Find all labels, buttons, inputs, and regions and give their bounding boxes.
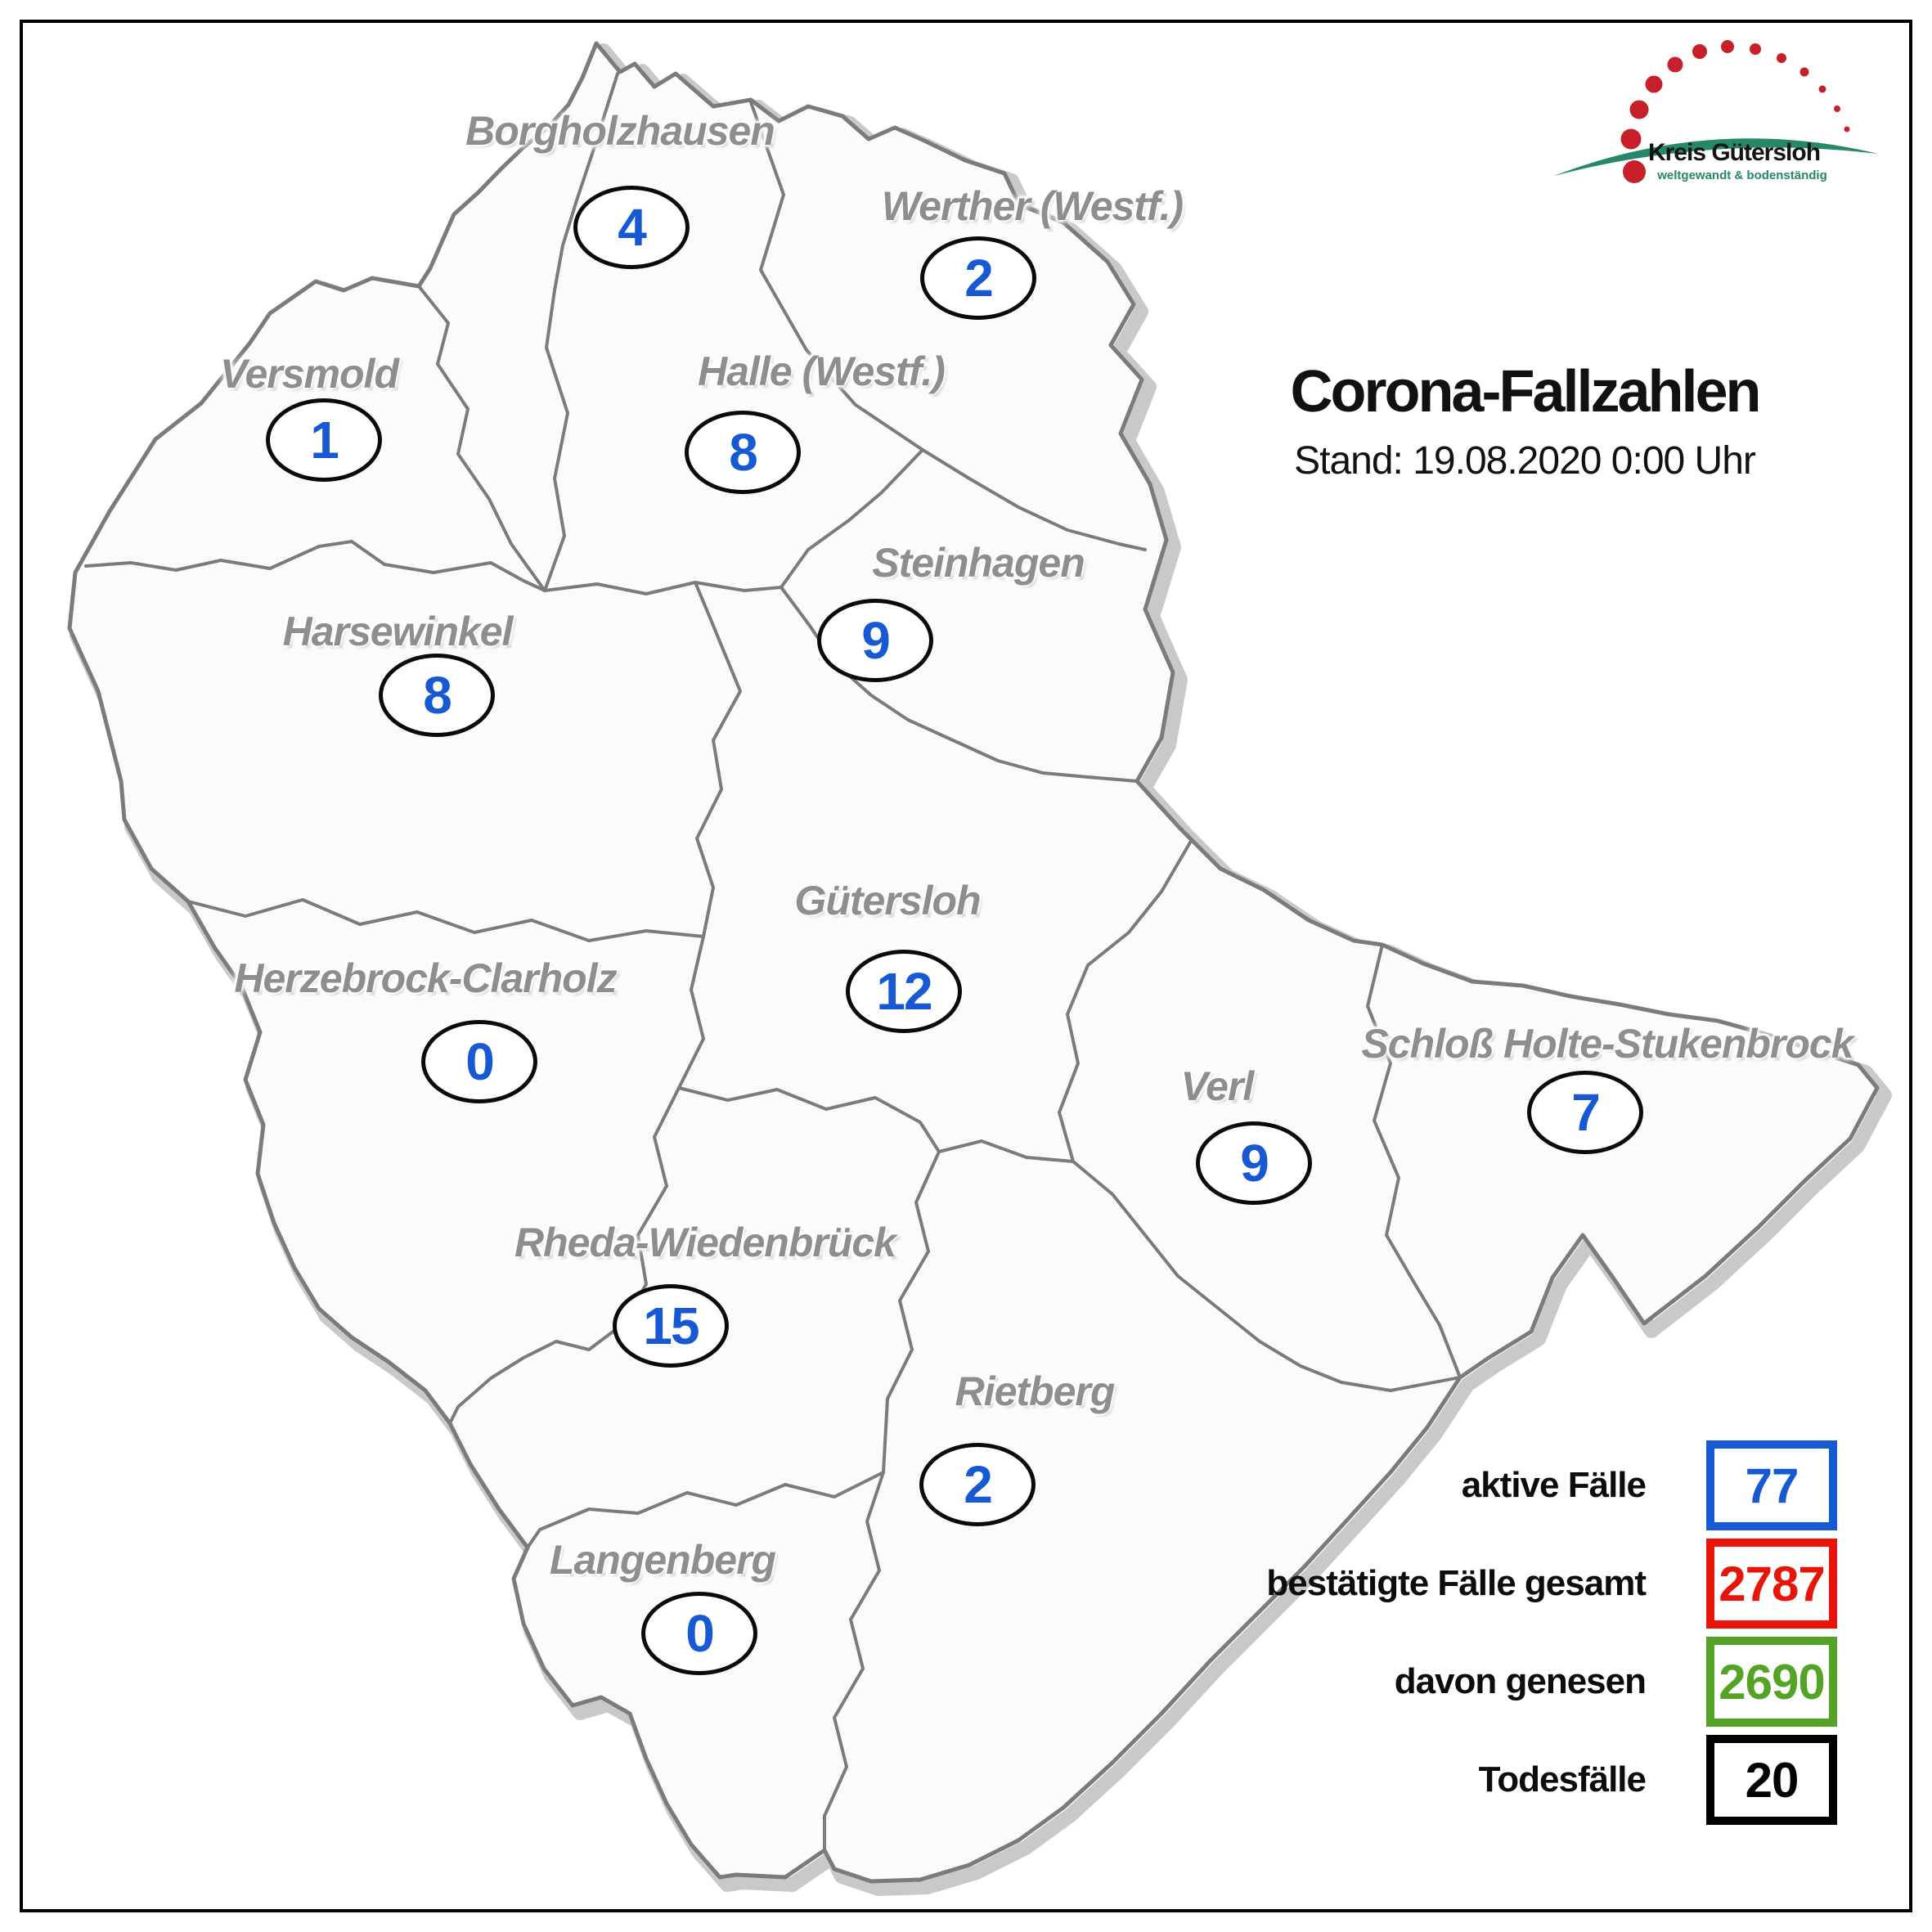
active-case-count: 8 [729, 423, 758, 482]
case-count-ellipse: 12 [846, 950, 962, 1033]
legend-value-box: 77 [1706, 1440, 1837, 1530]
active-case-count: 9 [861, 611, 891, 670]
logo-name: Kreis Gütersloh [1647, 139, 1821, 166]
legend-value-box: 20 [1706, 1735, 1837, 1825]
case-count-ellipse: 15 [613, 1284, 729, 1368]
active-case-count: 7 [1571, 1083, 1601, 1142]
case-count-ellipse: 0 [421, 1020, 537, 1103]
case-count-ellipse: 0 [641, 1592, 757, 1675]
logo-dot-arc-icon [1620, 40, 1850, 183]
active-case-count: 0 [685, 1604, 715, 1663]
case-count-ellipse: 4 [573, 186, 690, 269]
active-case-count: 4 [618, 198, 647, 257]
legend-row: bestätigte Fälle gesamt 2787 [1266, 1538, 1837, 1629]
logo-swoosh-icon [1554, 138, 1878, 176]
municipality-label: Harsewinkel [282, 609, 514, 654]
header: Corona-Fallzahlen Stand: 19.08.2020 0:00… [1116, 358, 1932, 483]
case-count-ellipse: 9 [817, 599, 933, 682]
active-case-count: 1 [310, 411, 339, 470]
logo-tagline: weltgewandt & bodenständig [1657, 168, 1827, 182]
municipality-label: Werther (Westf.) [881, 183, 1184, 229]
district-outline [67, 41, 1880, 1884]
municipality-label: Borgholzhausen [465, 108, 775, 154]
active-case-count: 0 [465, 1032, 495, 1091]
legend-row: aktive Fälle 77 [1462, 1440, 1837, 1531]
active-case-count: 2 [964, 249, 994, 308]
municipal-borders [84, 72, 1462, 1852]
case-count-ellipse: 8 [685, 411, 801, 494]
municipality-label: Schloß Holte-Stukenbrock [1361, 1021, 1853, 1067]
legend-value: 77 [1745, 1458, 1799, 1513]
active-case-count: 12 [876, 962, 932, 1021]
municipality-label: Halle (Westf.) [698, 348, 946, 394]
legend-value-box: 2690 [1706, 1637, 1837, 1727]
municipality-label: Verl [1180, 1063, 1255, 1109]
case-count-ellipse: 2 [920, 236, 1036, 320]
municipality-label: Versmold [219, 351, 399, 397]
status-date: Stand: 19.08.2020 0:00 Uhr [1294, 439, 1756, 483]
legend-row: Todesfälle 20 [1479, 1734, 1837, 1826]
legend-value: 2690 [1719, 1654, 1825, 1710]
legend-label: davon genesen [1394, 1661, 1647, 1701]
case-count-ellipse: 8 [379, 654, 495, 737]
municipality-label: Rietberg [955, 1368, 1116, 1414]
case-count-ellipse: 9 [1196, 1121, 1312, 1205]
active-case-count: 15 [643, 1296, 699, 1355]
legend-label: Todesfälle [1478, 1759, 1647, 1799]
legend-value: 2787 [1719, 1556, 1825, 1611]
municipality-label: Rheda-Wiedenbrück [514, 1220, 896, 1265]
municipality-label: Gütersloh [794, 878, 981, 923]
active-case-count: 2 [964, 1455, 993, 1514]
municipality-label: Langenberg [549, 1537, 776, 1583]
municipality-label: Steinhagen [872, 540, 1085, 586]
legend-value-box: 2787 [1706, 1539, 1837, 1629]
municipality-label: Herzebrock-Clarholz [234, 955, 617, 1001]
legend-value: 20 [1745, 1752, 1799, 1808]
active-case-count: 8 [423, 666, 452, 725]
kreis-guetersloh-logo [1554, 40, 1878, 183]
case-count-ellipse: 1 [266, 398, 382, 482]
legend-label: bestätigte Fälle gesamt [1266, 1563, 1647, 1603]
page-title: Corona-Fallzahlen [1290, 359, 1761, 425]
legend-row: davon genesen 2690 [1395, 1636, 1837, 1728]
active-case-count: 9 [1240, 1134, 1269, 1193]
case-count-ellipse: 7 [1527, 1071, 1643, 1154]
legend-label: aktive Fälle [1461, 1465, 1647, 1505]
case-count-ellipse: 2 [919, 1443, 1036, 1526]
